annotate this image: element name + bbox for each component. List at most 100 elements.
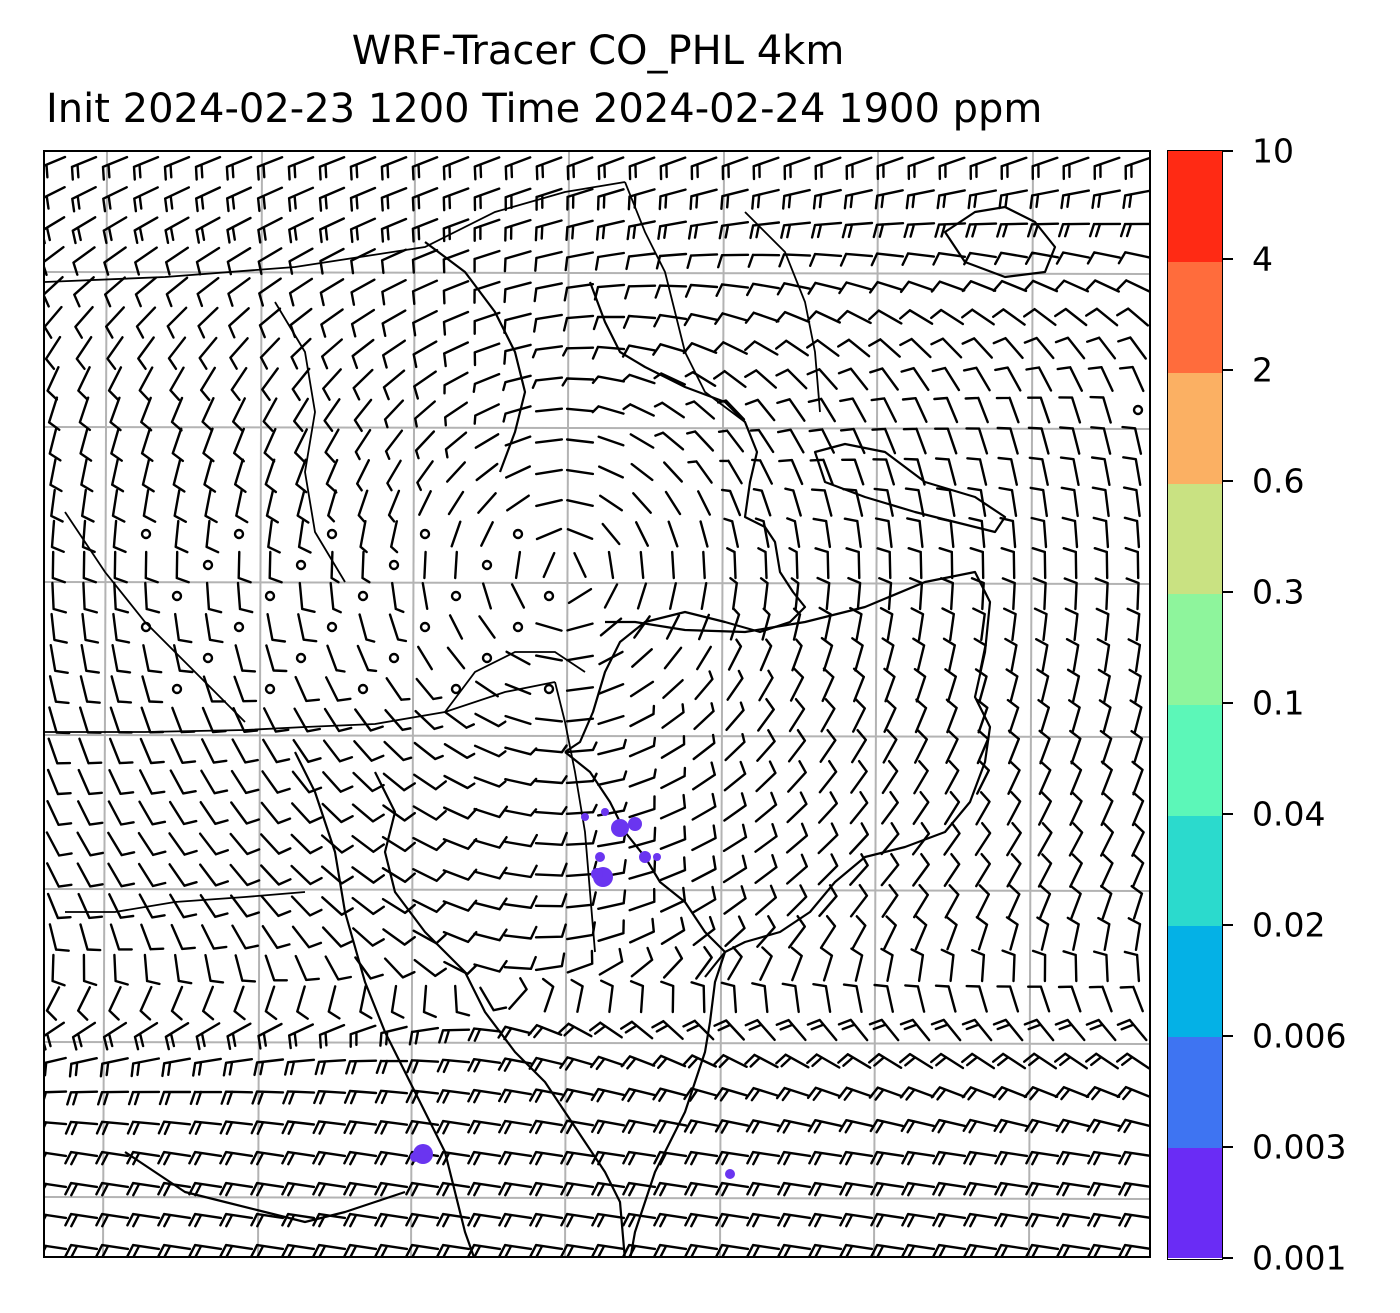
wind-barb-0: [45, 155, 67, 179]
wind-barb-112: [165, 246, 189, 276]
wind-barb-850: [503, 895, 538, 909]
parallel-5: [45, 1041, 1149, 1045]
wind-barb-154: [350, 278, 376, 306]
wind-barb-248: [1023, 336, 1055, 360]
wind-barb-995: [527, 1024, 563, 1039]
wind-barb-1189: [963, 1181, 998, 1197]
wind-barb-214: [1085, 307, 1119, 327]
wind-barb-1004: [806, 1018, 838, 1042]
wind-barb-1048: [1054, 1052, 1088, 1070]
wind-barb-1261: [963, 1243, 998, 1256]
wind-barb-310: [717, 399, 746, 421]
wind-barb-1200: [188, 1212, 223, 1228]
wind-barb-215: [1116, 307, 1149, 327]
wind-barb-675: [660, 735, 686, 759]
wind-barb-294: [232, 397, 246, 432]
wind-barb-1076: [806, 1086, 842, 1101]
wind-barb-525: [50, 612, 68, 644]
wind-barb-440: [450, 520, 462, 548]
wind-barb-430: [1122, 486, 1141, 518]
wind-barb-429: [1091, 486, 1110, 518]
wind-barb-1099: [405, 1120, 440, 1135]
wind-barb-661: [231, 738, 259, 764]
wind-barb-716: [818, 760, 838, 794]
wind-barb-863: [913, 884, 929, 919]
wind-barb-496: [113, 581, 130, 614]
wind-barb-176: [1023, 279, 1059, 293]
wind-barb-1071: [652, 1087, 687, 1102]
wind-barb-484: [845, 547, 861, 580]
wind-barb-1037: [713, 1054, 748, 1069]
wind-barb-518: [939, 577, 954, 611]
wind-barb-765: [107, 831, 136, 857]
wind-barb-936: [940, 948, 955, 983]
wind-barb-934: [880, 947, 894, 982]
wind-barb-1142: [622, 1150, 657, 1166]
wind-barb-373: [475, 462, 499, 482]
wind-barb-619: [48, 706, 71, 735]
calm-marker-18: [419, 621, 431, 633]
wind-barb-103: [996, 222, 1029, 238]
wind-barb-655: [47, 737, 72, 765]
wind-barb-1148: [808, 1150, 843, 1166]
wind-barb-684: [945, 729, 959, 764]
wind-barb-1092: [188, 1120, 223, 1135]
wind-barb-600: [565, 686, 595, 692]
wind-barb-437: [297, 519, 312, 554]
wind-barb-119: [380, 248, 408, 275]
wind-barb-582: [973, 637, 987, 672]
wind-barb-830: [1006, 853, 1022, 888]
wind-barb-217: [75, 336, 93, 370]
wind-barb-882: [382, 928, 416, 946]
wind-barb-97: [810, 221, 843, 239]
wind-barb-625: [232, 707, 259, 733]
wind-barb-526: [81, 612, 100, 644]
wind-barb-849: [473, 897, 508, 911]
wind-barb-546: [849, 606, 863, 641]
wind-barb-542: [729, 607, 741, 641]
wind-barb-944: [77, 986, 91, 1021]
wind-barb-1262: [994, 1243, 1029, 1256]
wind-barb-255: [138, 366, 154, 401]
wind-barb-552: [1033, 607, 1048, 642]
wind-barb-303: [502, 405, 532, 423]
wind-barb-784: [691, 824, 717, 852]
boundary-wv: [64, 511, 246, 723]
wind-barb-620: [79, 706, 102, 734]
wind-barb-927: [662, 946, 684, 979]
wind-barb-39: [133, 186, 159, 213]
wind-barb-721: [976, 760, 990, 795]
wind-barb-427: [1029, 486, 1048, 518]
tick-label-4: 0.04: [1252, 794, 1326, 834]
wind-barb-172: [899, 280, 935, 294]
coastline-long-island: [813, 442, 1007, 534]
wind-barb-632: [444, 711, 475, 729]
wind-barb-685: [976, 729, 990, 765]
wind-barb-935: [910, 948, 925, 983]
wind-barb-87: [504, 218, 532, 242]
wind-barb-824: [817, 853, 839, 886]
wind-barb-158: [473, 280, 501, 304]
wind-barb-768: [198, 832, 229, 856]
wind-barb-1178: [622, 1181, 657, 1197]
wind-barb-916: [324, 955, 352, 981]
wind-barb-227: [382, 339, 406, 369]
wind-barb-713: [723, 760, 747, 792]
wind-barb-116: [288, 247, 314, 275]
wind-barb-502: [391, 581, 405, 614]
wind-barb-372: [446, 461, 466, 483]
wind-barb-1134: [374, 1150, 409, 1166]
wind-barb-769: [229, 832, 261, 856]
wind-barb-1224: [932, 1212, 967, 1228]
wind-barb-737: [351, 803, 385, 823]
tick-mark-6: [1223, 591, 1233, 593]
wind-barb-353: [965, 427, 989, 455]
wind-barb-789: [849, 822, 869, 855]
wind-barb-1124: [64, 1150, 99, 1166]
wind-barb-2: [101, 155, 129, 181]
wind-barb-1163: [157, 1181, 192, 1197]
wind-barb-997: [589, 1021, 623, 1039]
wind-barb-651: [1037, 699, 1050, 734]
calm-marker-1: [140, 528, 152, 540]
wind-barb-350: [871, 427, 897, 455]
